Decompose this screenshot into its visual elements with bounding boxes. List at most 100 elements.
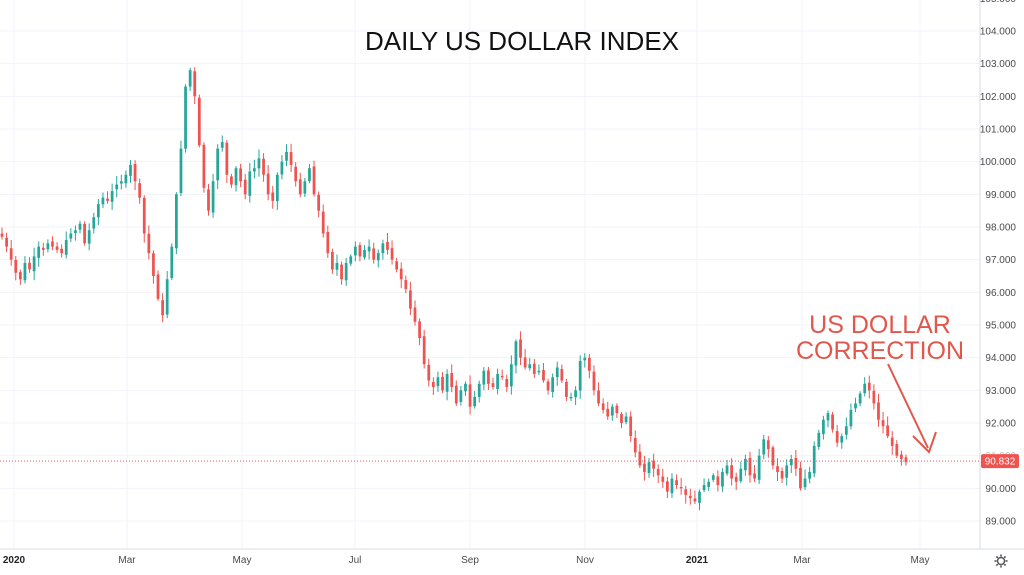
candle-body [831, 414, 834, 430]
candle-body [422, 336, 426, 365]
candle-body [83, 223, 86, 244]
candle-body [464, 383, 467, 392]
candle [211, 173, 215, 218]
y-tick-label: 99.000 [985, 190, 1016, 201]
candle [551, 373, 555, 398]
candle-body [606, 408, 610, 417]
candle [41, 242, 45, 256]
candle-body [744, 458, 747, 471]
candle [326, 225, 330, 258]
candle-body [551, 377, 555, 393]
candle-body [5, 237, 8, 247]
candle [785, 459, 789, 486]
candle-body [441, 376, 444, 391]
candle [835, 424, 839, 447]
candle-body [675, 480, 678, 486]
candle [643, 455, 646, 481]
candle [698, 489, 701, 511]
candle-body [298, 179, 302, 195]
candle [404, 275, 408, 294]
candle [711, 473, 715, 482]
candle-body [656, 469, 660, 476]
candle [877, 393, 880, 427]
candle [587, 354, 591, 379]
candle-body [165, 279, 169, 315]
candle-body [702, 485, 706, 491]
candle [555, 361, 559, 386]
candle-body [207, 189, 210, 211]
candle [133, 160, 137, 191]
candle-body [0, 233, 4, 237]
candle [353, 241, 357, 262]
candle-body [863, 383, 867, 394]
candle [491, 377, 495, 390]
candle [569, 392, 573, 402]
candle [900, 450, 903, 466]
candle-body [753, 473, 756, 479]
candle-body [487, 370, 490, 384]
candle [0, 227, 4, 240]
candle [624, 412, 628, 425]
candle-body [468, 384, 472, 407]
candle [867, 375, 871, 399]
candle-body [239, 168, 242, 182]
candle [115, 175, 119, 198]
candle-body [46, 243, 50, 250]
candle [739, 461, 743, 484]
candle [298, 172, 302, 198]
candle-body [285, 151, 288, 161]
candle-body [87, 230, 91, 244]
candle-body [32, 256, 36, 272]
candle [78, 220, 82, 234]
candle [519, 331, 522, 366]
candle-body [450, 373, 454, 388]
candle-body [197, 97, 201, 146]
candle-body [840, 436, 844, 443]
annotation-arrow-shaft [887, 363, 929, 449]
x-tick-label: Nov [576, 555, 594, 566]
candle [721, 468, 724, 492]
candle-body [317, 194, 321, 211]
candle-body [757, 455, 761, 480]
candle [509, 355, 513, 395]
last-price-label: 90.832 [981, 454, 1019, 469]
candle [243, 173, 247, 200]
candle-body [509, 364, 513, 387]
candle [675, 474, 678, 489]
y-tick-label: 100.000 [980, 157, 1017, 168]
candle [280, 155, 284, 180]
candle-body [60, 248, 64, 254]
candle [753, 465, 756, 483]
candle-body [835, 431, 839, 443]
chart-title: DAILY US DOLLAR INDEX [365, 26, 679, 56]
candle [468, 375, 472, 415]
candle [578, 355, 582, 399]
candle-body [188, 70, 192, 87]
candle [670, 473, 674, 498]
candle [331, 248, 334, 274]
candle [303, 178, 307, 198]
candle [744, 454, 747, 476]
settings-gear-icon[interactable] [994, 554, 1008, 568]
candle-body [707, 481, 711, 487]
candle [881, 411, 885, 434]
candle [431, 377, 435, 395]
candle [679, 478, 683, 495]
candle [253, 159, 256, 179]
candle [473, 391, 477, 409]
candle [138, 178, 142, 204]
candle [725, 459, 729, 476]
candle-body [711, 475, 715, 480]
candle [895, 440, 899, 459]
candle [230, 173, 233, 188]
candle [863, 377, 867, 397]
y-tick-label: 103.000 [980, 59, 1017, 70]
candle [574, 386, 577, 406]
candle [399, 262, 403, 289]
candle [822, 415, 825, 440]
candle-body [771, 447, 775, 466]
candle [312, 160, 316, 197]
candle-body [858, 393, 862, 404]
candle [826, 410, 830, 428]
candle [239, 163, 242, 188]
